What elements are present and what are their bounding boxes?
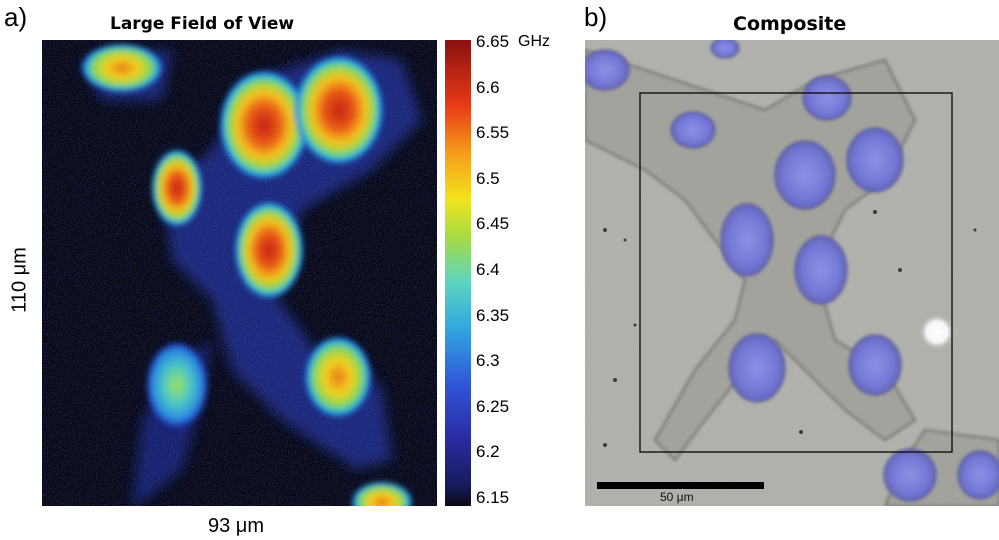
region-of-interest-box bbox=[639, 92, 953, 453]
scale-bar-label: 50 μm bbox=[660, 490, 694, 504]
panel-b-letter: b) bbox=[584, 2, 608, 32]
composite-micrograph bbox=[585, 40, 999, 506]
colorbar-tick-label: 6.25 bbox=[476, 396, 510, 416]
colorbar-tick-label: 6.6 bbox=[476, 77, 500, 97]
panel-b-title: Composite bbox=[733, 13, 847, 35]
colorbar-tick-label: 6.45 bbox=[476, 214, 510, 234]
colorbar-tick-label: 6.35 bbox=[476, 305, 510, 325]
x-axis-label: 93 μm bbox=[208, 515, 264, 537]
colorbar-unit: GHz bbox=[518, 33, 550, 50]
panel-a-letter: a) bbox=[4, 2, 28, 32]
panel-a-title: Large Field of View bbox=[110, 14, 295, 34]
scale-bar bbox=[597, 482, 764, 489]
colorbar-tick-label: 6.65 bbox=[476, 32, 510, 51]
colorbar-tick-label: 6.5 bbox=[476, 168, 500, 188]
colorbar-tick-label: 6.4 bbox=[476, 260, 500, 279]
colorbar-tick-label: 6.2 bbox=[476, 442, 500, 462]
colorbar-tick-label: 6.3 bbox=[476, 351, 500, 371]
colorbar-tick-label: 6.55 bbox=[476, 123, 510, 143]
brillouin-heatmap bbox=[42, 40, 437, 506]
y-axis-label: 110 μm bbox=[8, 247, 31, 313]
colorbar bbox=[445, 40, 471, 506]
colorbar-tick-label: 6.15 bbox=[476, 488, 510, 507]
